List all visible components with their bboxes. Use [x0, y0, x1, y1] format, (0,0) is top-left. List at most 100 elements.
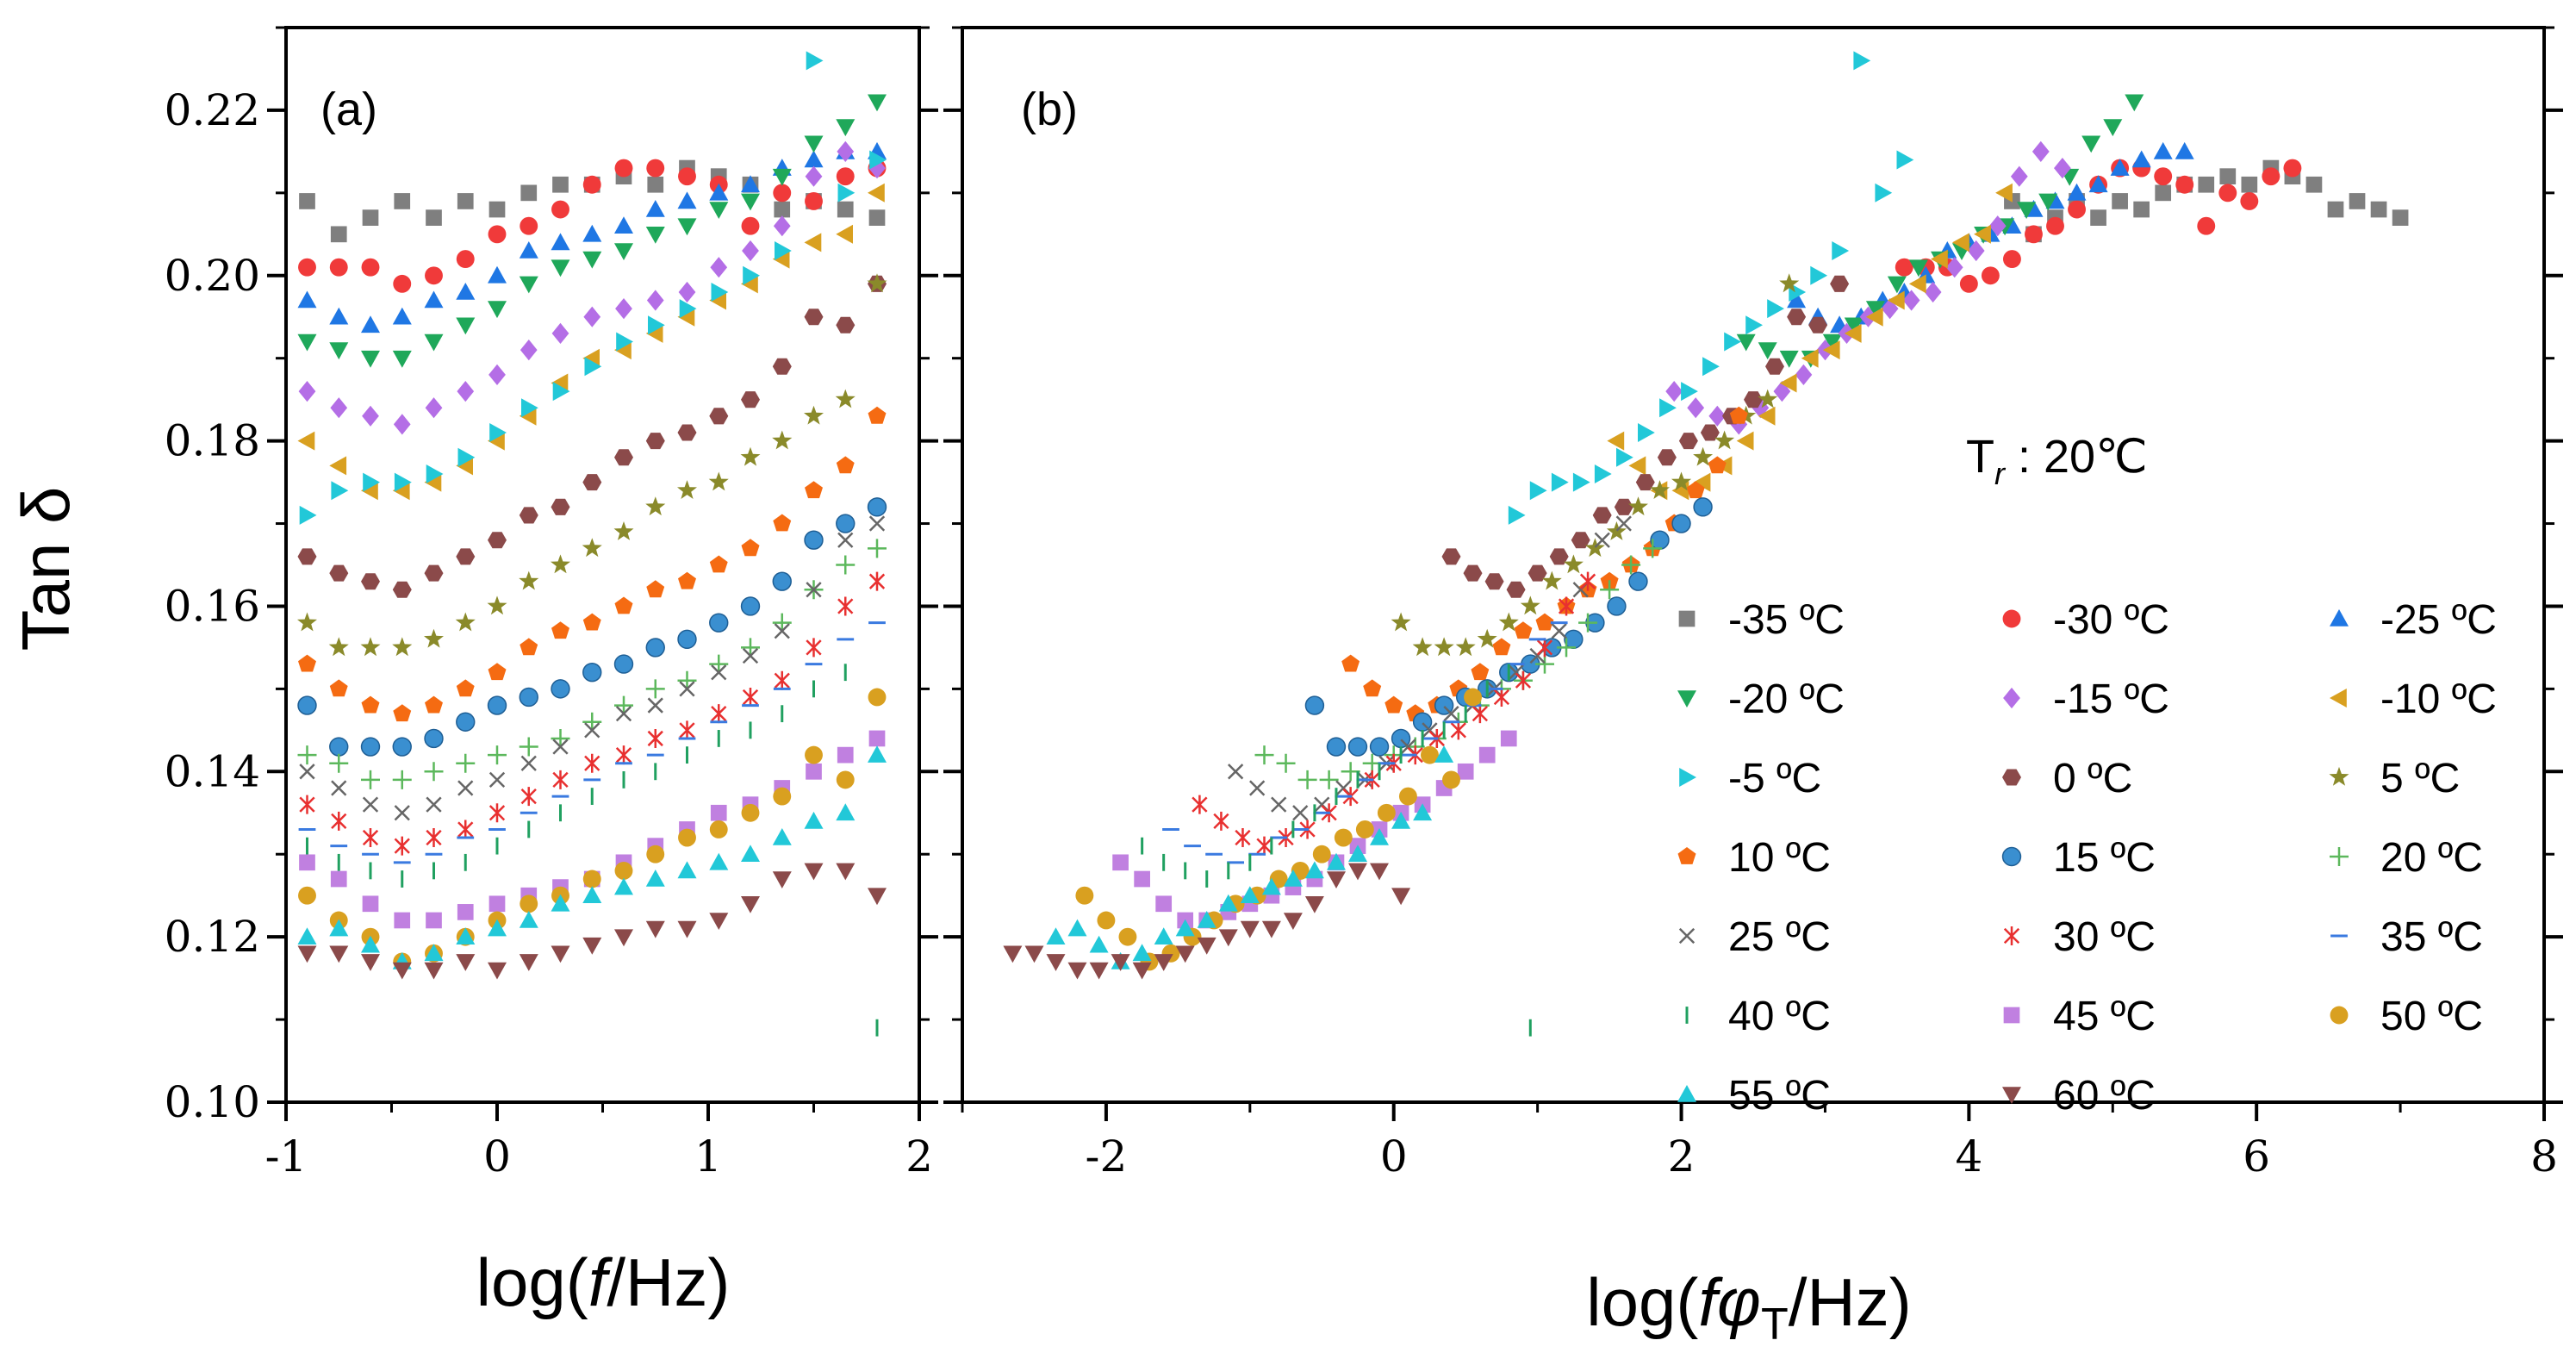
- x-tick-label: 8: [2530, 1131, 2558, 1181]
- point-a-triangle-left: [392, 481, 410, 501]
- point-b-star: [1498, 612, 1519, 632]
- legend-item: -30 ºC: [2002, 597, 2169, 643]
- point-b-diamond: [1730, 414, 1748, 435]
- point-a-pentagon: [298, 654, 316, 672]
- point-a-diamond: [710, 257, 728, 278]
- point-a-plus: [361, 770, 380, 789]
- point-a-circle: [741, 803, 760, 822]
- point-a-triangle-up: [868, 745, 887, 763]
- point-a-star: [551, 554, 570, 574]
- point-b-triangle-right: [1724, 332, 1741, 352]
- point-a-square: [774, 201, 791, 218]
- point-b-pentagon: [1514, 621, 1533, 639]
- point-b-square: [2305, 176, 2323, 193]
- point-a-diamond: [330, 397, 348, 419]
- point-a-circle: [551, 200, 569, 219]
- point-b-triangle-down: [1908, 259, 1928, 277]
- point-a-asterisk: [679, 720, 695, 740]
- point-a-square: [837, 201, 854, 218]
- point-a-triangle-up: [582, 886, 602, 903]
- x-title-a-prefix: log(: [476, 1244, 588, 1320]
- point-a-triangle-left: [772, 249, 790, 269]
- point-a-square: [394, 912, 411, 929]
- point-b-circle: [2218, 184, 2237, 203]
- point-b-triangle-left: [1801, 348, 1819, 368]
- point-b-triangle-up: [2153, 141, 2173, 159]
- point-a-triangle-right: [457, 447, 476, 467]
- point-a-triangle-up: [456, 927, 476, 944]
- point-a-diamond: [425, 397, 443, 419]
- point-a-sphere: [836, 514, 856, 533]
- point-a-plus: [519, 737, 538, 757]
- point-a-circle: [646, 845, 665, 863]
- point-b-triangle-right: [1767, 299, 1784, 319]
- point-a-diamond: [646, 290, 664, 311]
- legend-label: -30 ºC: [2053, 597, 2169, 643]
- point-a-triangle-down: [329, 342, 349, 360]
- point-b-triangle-down: [1240, 920, 1260, 938]
- point-b-star: [1779, 273, 1800, 293]
- point-a-diamond: [488, 364, 506, 385]
- point-a-plus: [456, 753, 476, 773]
- point-b-triangle-up: [1154, 927, 1173, 944]
- point-a-triangle-left: [836, 224, 853, 244]
- point-a-hexagon: [709, 408, 729, 425]
- point-a-plus: [488, 745, 507, 765]
- point-b-triangle-down: [1046, 954, 1066, 971]
- point-a-cross: [837, 532, 854, 548]
- point-b-pentagon: [1535, 613, 1554, 631]
- point-b-triangle-up: [1787, 290, 1807, 309]
- y-tick-label: 0.20: [165, 251, 260, 301]
- legend-item: -20 ºC: [1677, 676, 1845, 722]
- point-b-cross: [1271, 796, 1287, 813]
- point-a-circle: [805, 745, 823, 764]
- point-b-hexagon: [1700, 424, 1720, 441]
- point-b-triangle-down: [1067, 962, 1087, 980]
- point-b-sphere: [1628, 571, 1648, 591]
- point-a-triangle-up: [424, 290, 444, 309]
- point-b-pentagon: [1492, 638, 1511, 656]
- point-b-star: [1563, 554, 1584, 574]
- point-b-star: [1606, 521, 1627, 540]
- point-a-triangle-up: [329, 307, 349, 325]
- point-b-cross: [1292, 805, 1309, 821]
- point-a-cross: [362, 796, 379, 813]
- point-a-triangle-down: [361, 350, 380, 368]
- point-b-circle: [1895, 258, 1913, 277]
- legend-marker-square: [1678, 610, 1696, 627]
- point-a-cross: [806, 582, 822, 598]
- point-a-triangle-down: [614, 929, 633, 947]
- point-b-square: [2349, 193, 2366, 209]
- point-b-star: [1671, 471, 1692, 491]
- point-a-triangle-left: [361, 481, 378, 501]
- point-b-plus: [1276, 753, 1296, 773]
- legend-item: 60 ºC: [2002, 1073, 2156, 1119]
- point-b-diamond: [1795, 364, 1813, 385]
- point-b-triangle-down: [1304, 896, 1324, 913]
- y-tick-label: 0.10: [165, 1077, 260, 1127]
- legend-marker-circle: [2002, 609, 2021, 628]
- point-a-circle: [298, 886, 316, 905]
- point-a-triangle-down: [645, 227, 665, 244]
- point-b-circle: [2240, 191, 2259, 210]
- point-b-pentagon: [1363, 679, 1382, 697]
- point-a-star: [455, 612, 476, 632]
- legend-marker-pentagon: [1677, 847, 1696, 864]
- point-b-triangle-right: [1659, 398, 1677, 418]
- x-tick-label: 0: [1380, 1131, 1408, 1181]
- point-a-triangle-up: [709, 183, 729, 201]
- point-a-triangle-up: [836, 803, 856, 821]
- point-b-square: [1155, 895, 1173, 913]
- panel-a-label: (a): [320, 84, 377, 135]
- point-b-star: [1650, 480, 1670, 499]
- point-a-triangle-up: [582, 224, 602, 242]
- legend-label: 50 ºC: [2380, 994, 2483, 1039]
- point-b-star: [1477, 628, 1497, 648]
- point-b-triangle-down: [1218, 929, 1238, 947]
- legend-label: 60 ºC: [2053, 1073, 2156, 1119]
- point-a-asterisk: [394, 836, 410, 856]
- point-b-circle: [2002, 250, 2021, 269]
- point-a-triangle-down: [392, 962, 412, 980]
- legend-item: 20 ºC: [2330, 835, 2483, 881]
- point-a-asterisk: [647, 728, 663, 748]
